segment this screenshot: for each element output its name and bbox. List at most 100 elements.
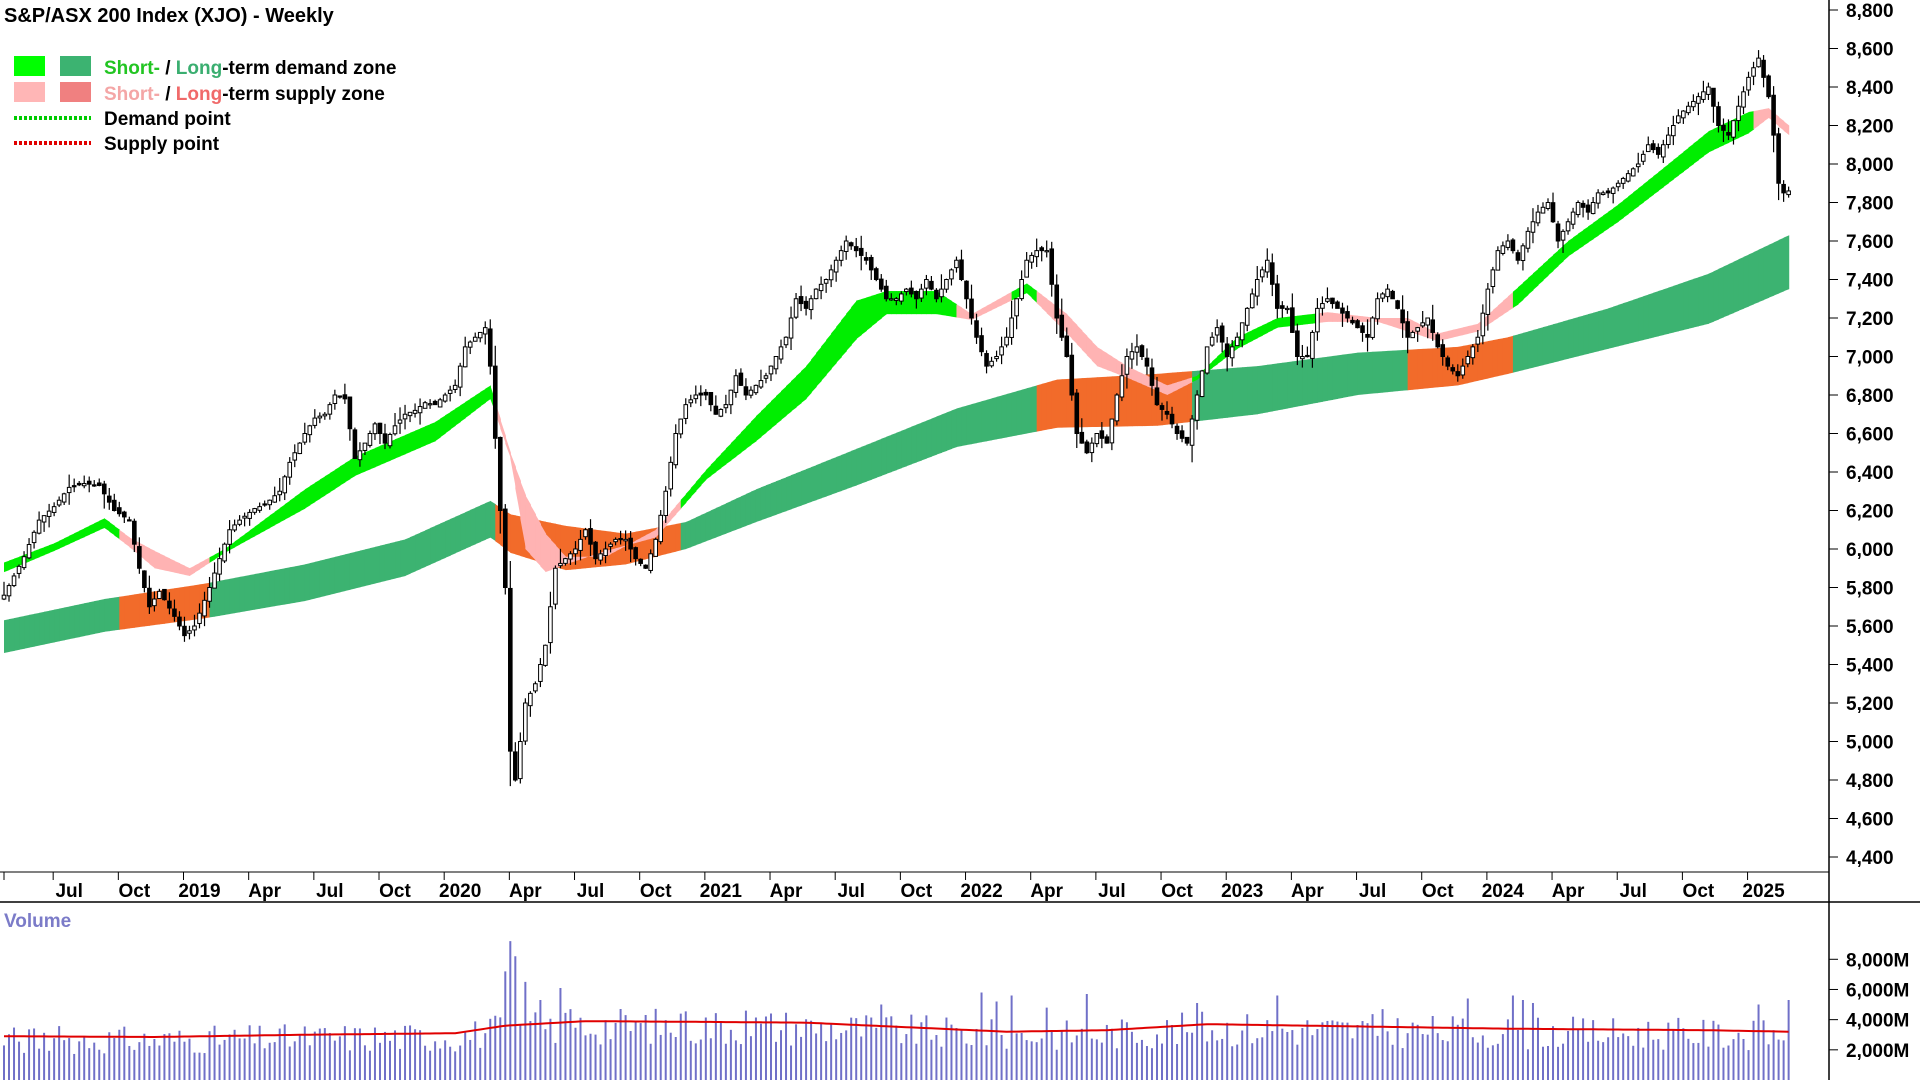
short-term-zone-segment (1262, 322, 1268, 336)
long-term-zone-segment (1086, 377, 1093, 428)
long-term-zone-segment (359, 549, 366, 588)
long-term-zone-segment (54, 608, 60, 643)
short-term-zone-segment (1548, 254, 1554, 276)
time-tick-label: Oct (1683, 881, 1715, 902)
long-term-zone-segment (956, 407, 963, 447)
candle-bullish (402, 413, 408, 420)
time-tick-label: Jul (837, 881, 864, 902)
candle-bullish (583, 529, 588, 538)
candle-bullish (1470, 346, 1476, 359)
candle-bearish (1445, 357, 1451, 367)
short-term-zone-segment (816, 346, 822, 387)
long-term-zone-segment (851, 448, 857, 488)
time-tick-label: Apr (1291, 881, 1324, 902)
candle-bullish (1666, 134, 1671, 145)
short-term-zone-segment (1603, 211, 1609, 233)
candle-bearish (1761, 59, 1766, 78)
time-tick-label: Oct (379, 881, 411, 902)
short-term-zone-segment (1618, 200, 1624, 222)
long-term-zone-segment (314, 560, 321, 599)
candle-bullish (212, 572, 217, 589)
candle-bullish (457, 365, 463, 388)
legend-label-part: Short- (104, 58, 160, 79)
short-term-zone-segment (400, 434, 406, 457)
short-term-zone-segment (675, 499, 682, 515)
candle-bullish (989, 360, 994, 367)
short-term-zone-segment (39, 547, 45, 558)
long-term-zone-segment (961, 405, 968, 447)
short-term-zone-segment (1748, 111, 1755, 134)
long-term-zone-segment (1723, 264, 1730, 318)
short-term-zone-segment (811, 353, 817, 393)
long-term-zone-segment (971, 402, 978, 445)
long-term-zone-segment (455, 514, 461, 554)
candle-bullish (1124, 356, 1130, 375)
long-term-zone-segment (415, 532, 421, 572)
long-term-zone-segment (755, 487, 762, 523)
short-term-zone-segment (204, 557, 211, 567)
candle-bullish (773, 356, 779, 370)
candle-bullish (317, 415, 323, 419)
short-term-zone-segment (1542, 259, 1549, 281)
short-term-zone-segment (776, 391, 782, 425)
volume-tick-label: 6,000M (1846, 980, 1909, 1001)
short-term-zone-segment (1182, 378, 1188, 388)
long-term-zone-segment (1257, 365, 1263, 415)
short-term-zone-segment (1703, 131, 1710, 157)
long-term-zone-segment (1337, 354, 1344, 399)
long-term-zone-segment (1718, 266, 1725, 320)
candle-bullish (688, 399, 694, 404)
short-term-zone-segment (84, 525, 90, 538)
candle-bearish (1650, 143, 1656, 151)
long-term-zone-segment (1563, 319, 1569, 361)
long-term-zone-segment (1708, 271, 1715, 324)
long-term-zone-segment (1638, 296, 1644, 342)
short-term-zone-segment (259, 519, 266, 534)
candle-bearish (868, 257, 874, 271)
long-term-zone-segment (1377, 351, 1384, 394)
short-term-zone-segment (1267, 320, 1273, 333)
candle-bullish (783, 336, 789, 346)
long-term-zone-segment (786, 475, 792, 512)
time-tick-label: Oct (1422, 881, 1454, 902)
long-term-zone-segment (866, 442, 872, 482)
short-term-zone-segment (1337, 313, 1344, 322)
short-term-zone-segment (1116, 359, 1123, 376)
long-term-zone-segment (806, 467, 812, 504)
long-term-zone-segment (695, 515, 702, 546)
candle-bullish (61, 493, 67, 503)
candle-bullish (944, 279, 949, 290)
price-tick-label: 7,600 (1846, 232, 1894, 253)
candle-bullish (1671, 125, 1676, 137)
short-term-zone-segment (209, 554, 216, 563)
long-term-zone-segment (1317, 357, 1324, 403)
price-tick-label: 7,200 (1846, 309, 1894, 330)
candle-bearish (803, 300, 809, 309)
long-term-zone-segment (1061, 379, 1068, 428)
long-term-zone-segment (249, 574, 256, 611)
short-term-zone-segment (1377, 318, 1384, 324)
candle-bullish (1034, 250, 1039, 258)
candle-bearish (593, 541, 598, 560)
candle-bullish (768, 365, 774, 375)
short-term-zone-segment (1272, 318, 1278, 331)
candle-bullish (1410, 331, 1415, 339)
candle-bullish (157, 590, 162, 600)
candle-bearish (1395, 300, 1400, 309)
time-tick-label: Oct (640, 881, 672, 902)
long-term-zone-segment (24, 614, 30, 649)
long-term-zone-segment (1668, 285, 1674, 334)
candle-bullish (818, 283, 824, 292)
candle-bearish (929, 280, 934, 290)
candle-bearish (377, 422, 383, 435)
candle-bearish (1139, 345, 1145, 358)
candle-bullish (41, 515, 47, 523)
long-term-zone-segment (1573, 317, 1579, 358)
candle-bullish (543, 644, 548, 666)
candle-bearish (1305, 354, 1310, 358)
long-term-zone-segment (826, 459, 832, 497)
short-term-zone-segment (74, 530, 80, 542)
long-term-zone-segment (289, 566, 296, 604)
short-term-zone-segment (710, 459, 717, 476)
long-term-zone-segment (1578, 315, 1584, 357)
